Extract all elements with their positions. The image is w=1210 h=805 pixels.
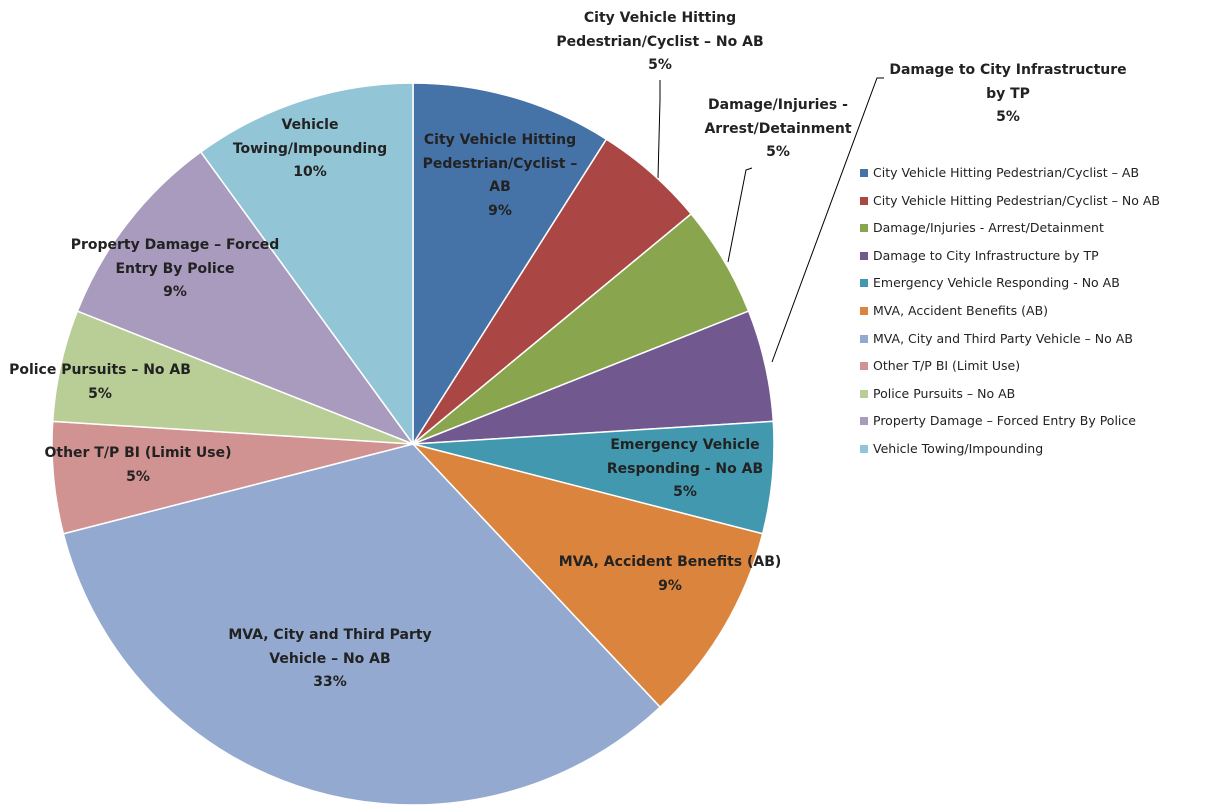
data-label: MVA, City and Third Party Vehicle – No A… — [210, 624, 450, 695]
legend-swatch — [860, 196, 868, 205]
legend-swatch — [860, 251, 868, 260]
data-label: Police Pursuits – No AB 5% — [0, 359, 200, 406]
slice-name: Vehicle Towing/Impounding — [232, 117, 388, 157]
legend-swatch — [860, 279, 868, 288]
data-label: Emergency Vehicle Responding - No AB 5% — [600, 434, 770, 505]
data-label: Damage/Injuries - Arrest/Detainment 5% — [693, 94, 863, 165]
legend-swatch — [860, 445, 868, 453]
legend-entry: Damage/Injuries - Arrest/Detainment — [873, 220, 1104, 236]
slice-name: Other T/P BI (Limit Use) — [44, 445, 232, 461]
slice-percent: 5% — [88, 385, 112, 402]
data-label: Other T/P BI (Limit Use) 5% — [28, 442, 248, 489]
data-label: Damage to City Infrastructure by TP 5% — [878, 59, 1138, 130]
slice-percent: 5% — [648, 57, 672, 73]
slice-name: Property Damage – Forced Entry By Police — [70, 237, 280, 277]
data-label: MVA, Accident Benefits (AB) 9% — [540, 551, 800, 598]
slice-name: Damage to City Infrastructure by TP — [889, 62, 1127, 102]
legend-swatch — [860, 389, 868, 398]
legend-entry: Vehicle Towing/Impounding — [873, 441, 1044, 456]
slice-name: Emergency Vehicle Responding - No AB — [606, 437, 764, 477]
legend-entry: Police Pursuits – No AB — [873, 385, 1016, 401]
slice-name: City Vehicle Hitting Pedestrian/Cyclist … — [422, 132, 578, 195]
slice-percent: 5% — [673, 484, 697, 500]
pie-slice — [412, 82, 608, 447]
slice-percent: 5% — [996, 109, 1020, 125]
slice-name: MVA, Accident Benefits (AB) — [558, 554, 782, 570]
slice-name: MVA, City and Third Party Vehicle – No A… — [228, 627, 432, 667]
pie-slice — [62, 443, 662, 805]
pie-slice — [76, 150, 416, 446]
legend-entry: City Vehicle Hitting Pedestrian/Cyclist … — [873, 165, 1140, 180]
slice-percent: 5% — [126, 468, 150, 485]
legend-swatch — [860, 334, 868, 343]
pie-slice — [199, 82, 414, 447]
legend-entry: Emergency Vehicle Responding - No AB — [873, 275, 1120, 291]
legend-entry: Property Damage – Forced Entry By Police — [873, 413, 1136, 429]
legend-entry: Damage to City Infrastructure by TP — [873, 247, 1099, 263]
pie-slice — [410, 442, 764, 709]
leader-line — [657, 80, 661, 179]
slice-name: City Vehicle Hitting Pedestrian/Cyclist … — [556, 10, 764, 50]
leader-line — [771, 77, 884, 363]
legend-swatch — [860, 307, 868, 315]
legend-swatch — [860, 224, 868, 233]
data-label: City Vehicle Hitting Pedestrian/Cyclist … — [545, 7, 775, 78]
leader-line — [727, 167, 753, 263]
legend-swatch — [860, 169, 868, 177]
data-label: Property Damage – Forced Entry By Police… — [60, 234, 290, 305]
legend-entry: Other T/P BI (Limit Use) — [873, 358, 1021, 374]
slice-name: Damage/Injuries - Arrest/Detainment — [704, 97, 852, 137]
legend-swatch — [860, 362, 868, 371]
slice-name: Police Pursuits – No AB — [9, 362, 191, 378]
legend-entry: MVA, Accident Benefits (AB) — [873, 303, 1049, 318]
slice-percent: 5% — [766, 144, 790, 160]
slice-percent: 9% — [163, 284, 187, 300]
slice-percent: 33% — [313, 674, 347, 690]
legend-entry: City Vehicle Hitting Pedestrian/Cyclist … — [873, 192, 1161, 208]
legend-swatch — [860, 417, 868, 426]
slice-percent: 9% — [658, 577, 682, 594]
legend-entry: MVA, City and Third Party Vehicle – No A… — [873, 330, 1133, 346]
data-label: Vehicle Towing/Impounding 10% — [225, 114, 395, 185]
data-label: City Vehicle Hitting Pedestrian/Cyclist … — [420, 129, 580, 223]
slice-percent: 10% — [293, 164, 327, 180]
slice-percent: 9% — [488, 202, 512, 219]
